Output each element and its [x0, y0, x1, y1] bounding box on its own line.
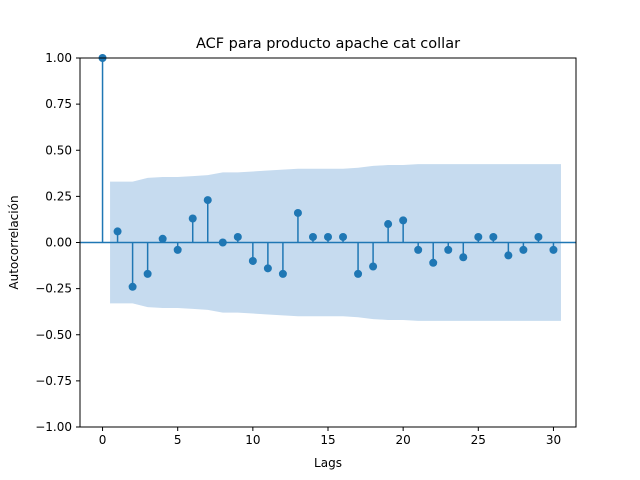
acf-marker-lag-7	[203, 196, 212, 205]
y-tick-label: 1.00	[45, 51, 72, 65]
acf-marker-lag-20	[399, 216, 408, 225]
y-tick-label: 0.75	[45, 97, 72, 111]
acf-marker-lag-15	[324, 232, 332, 241]
acf-marker-lag-9	[233, 232, 242, 241]
x-tick-label: 0	[99, 433, 107, 447]
y-tick-label: −1.00	[35, 420, 72, 434]
acf-marker-lag-12	[278, 269, 287, 278]
acf-marker-lag-26	[489, 232, 498, 241]
plot-area	[80, 54, 576, 321]
acf-marker-lag-3	[143, 269, 152, 278]
acf-marker-lag-24	[459, 253, 468, 262]
x-tick-label: 5	[174, 433, 182, 447]
x-tick-label: 10	[245, 433, 260, 447]
acf-marker-lag-13	[293, 208, 302, 217]
acf-marker-lag-21	[414, 245, 423, 254]
x-axis-title: Lags	[314, 456, 342, 470]
y-tick-label: 0.25	[45, 189, 72, 203]
acf-marker-lag-16	[339, 232, 348, 241]
y-tick-label: −0.50	[35, 328, 72, 342]
y-tick-label: 0.00	[45, 236, 72, 250]
x-tick-label: 15	[320, 433, 335, 447]
acf-marker-lag-23	[444, 245, 453, 254]
acf-marker-lag-14	[308, 232, 317, 241]
y-axis-ticks: −1.00 −0.75 −0.50 −0.25 0.00 0.25 0.50 0.75 1.00	[35, 51, 80, 434]
acf-marker-lag-19	[384, 220, 393, 229]
acf-marker-lag-5	[173, 245, 182, 254]
y-tick-label: −0.75	[35, 374, 72, 388]
x-tick-label: 20	[396, 433, 411, 447]
y-tick-label: 0.50	[45, 143, 72, 157]
acf-marker-lag-18	[369, 262, 378, 271]
y-tick-label: −0.25	[35, 282, 72, 296]
acf-marker-lag-11	[263, 264, 272, 273]
acf-marker-lag-6	[188, 214, 197, 223]
x-axis-ticks: 0 5 10 15 20 25 30	[99, 427, 561, 447]
acf-marker-lag-10	[248, 256, 257, 265]
acf-marker-lag-27	[504, 251, 513, 260]
acf-marker-lag-25	[474, 232, 483, 241]
acf-marker-lag-17	[354, 269, 363, 278]
acf-marker-lag-30	[549, 245, 558, 254]
chart-title: ACF para producto apache cat collar	[196, 36, 460, 52]
marker-layer	[98, 54, 558, 291]
acf-marker-lag-29	[534, 232, 543, 241]
acf-marker-lag-2	[128, 282, 137, 291]
acf-marker-lag-1	[113, 227, 122, 236]
acf-marker-lag-4	[158, 234, 167, 243]
acf-marker-lag-8	[218, 238, 227, 247]
y-axis-title: Autocorrelación	[7, 195, 21, 289]
x-tick-label: 25	[471, 433, 486, 447]
acf-marker-lag-28	[519, 245, 528, 254]
x-tick-label: 30	[546, 433, 561, 447]
acf-marker-lag-22	[429, 258, 438, 267]
